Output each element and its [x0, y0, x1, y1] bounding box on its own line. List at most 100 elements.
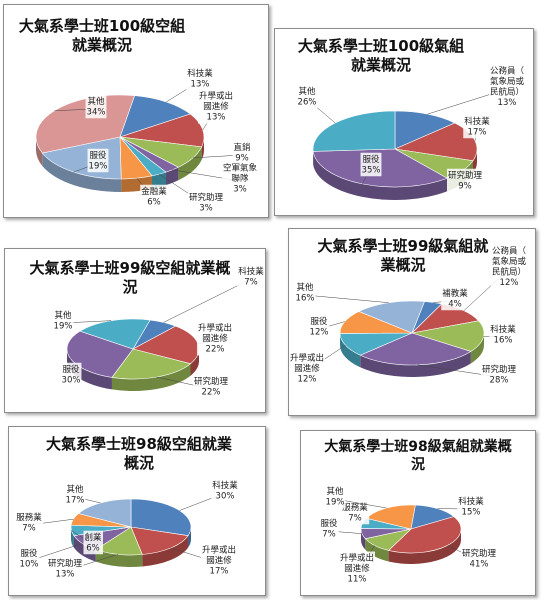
slice-label: 其他 19%	[326, 486, 345, 508]
slice-label-background	[463, 114, 492, 139]
slice-label: 科技業 16%	[490, 324, 516, 346]
slice-label: 其他 17%	[66, 484, 85, 506]
chart-title: 大氣系學士班100級空組就業概況	[18, 17, 186, 54]
slice-label-background	[446, 168, 484, 193]
pie-slice	[312, 110, 396, 152]
chart-panel-100-air: 科技業 13% 升學或出國進修 13% 直銷 9% 空軍氣象聯隊 3% 研究助理 3% 金融業 6% 服…	[3, 4, 269, 218]
pie-slice	[66, 330, 134, 378]
slice-label-background	[237, 264, 265, 289]
pie-chart-100-weather: 公務員（氣象局或民航局） 13%科技業 17% 研究助理 9% 服役 35% 其他 26%	[296, 64, 526, 201]
slice-label-background	[296, 84, 318, 109]
slice-label-background	[46, 556, 84, 581]
slice-label: 服役 35%	[362, 154, 381, 176]
pie-slice-side	[470, 333, 484, 364]
slice-label-background	[289, 351, 326, 386]
slice-label-background	[480, 362, 518, 387]
slice-label-background	[319, 516, 339, 541]
chart-title: 大氣系學士班99級空組就業概況	[29, 259, 231, 296]
pie-chart-98-weather: 科技業 15% 研究助理 41% 升學或出國進修 11%服役 7%服務業 7%其他 19%	[319, 484, 498, 586]
pie-slice-side	[388, 529, 461, 564]
chart-title: 大氣系學士班98級氣組就業概況	[324, 439, 512, 473]
slice-label-background	[186, 66, 215, 91]
slice-label-background	[64, 482, 86, 507]
slice-label: 服役 10%	[20, 548, 39, 570]
slice-label-background	[232, 140, 252, 165]
pie-slice	[119, 113, 205, 148]
pie-slice	[77, 498, 132, 528]
slice-label: 研究助理 13%	[48, 558, 83, 580]
slice-label-background	[441, 286, 470, 311]
slice-label: 研究助理 22%	[194, 376, 229, 398]
chart-title: 大氣系學士班98級空組就業概況	[46, 435, 232, 472]
pie-slice-side	[95, 549, 143, 567]
slice-label-background	[85, 94, 107, 119]
pie-slice-side	[340, 333, 361, 368]
slice-label: 研究助理 9%	[448, 170, 483, 192]
pie-slice	[119, 95, 191, 138]
slice-label-background	[192, 374, 230, 399]
chart-panel-99-air: 科技業 7% 升學或出國進修 22% 研究助理 22% 服役 30% 其他 19% 大氣系學士班9…	[4, 248, 266, 413]
slice-label: 科技業 30%	[212, 480, 238, 502]
slice-label: 補教業 4%	[442, 288, 468, 310]
slice-label-background	[294, 280, 316, 305]
pie-slice	[130, 526, 189, 555]
chart-panel-98-weather: 科技業 15% 研究助理 41% 升學或出國進修 11% 服役 7% 服務業 7% 其他 19% 大氣…	[300, 430, 536, 596]
pie-slice-side	[313, 151, 448, 201]
pie-slice	[35, 94, 135, 154]
slice-label-background	[200, 543, 238, 578]
slice-label-background	[196, 321, 234, 356]
slice-label: 其他 26%	[298, 86, 317, 108]
slice-label: 其他 34%	[87, 96, 106, 118]
pie-slice	[394, 110, 456, 150]
slice-label: 創業 6%	[84, 532, 102, 554]
slice-label: 其他 16%	[296, 282, 315, 304]
pie-chart-98-air: 科技業 30% 升學或出國進修 17% 研究助理 13% 服役 10% 創業 6% 服務業 7% 其他 1…	[15, 478, 240, 581]
slice-label: 科技業 15%	[458, 496, 484, 518]
chart-panel-98-air: 科技業 30% 升學或出國進修 17% 研究助理 13% 服役 10% 創業 6% 服務業 7% 其他 1…	[8, 426, 266, 596]
slice-label-background	[87, 148, 109, 173]
slice-label: 金融業 6%	[141, 186, 167, 208]
pie-slice	[359, 332, 472, 366]
slice-label-background	[460, 546, 498, 571]
slice-label-background	[338, 551, 376, 586]
slice-label: 研究助理 41%	[462, 548, 497, 570]
slice-label-background	[211, 478, 240, 503]
pie-slice-side	[36, 137, 43, 167]
slice-label-background	[15, 510, 44, 535]
pie-chart-99-weather: 補教業 4% 公務員（氣象局或民航局） 12% 科技業 16% 研究助理 28% 升學或出國進修…	[289, 244, 528, 387]
slice-label: 升學或出國進修 11%	[340, 553, 374, 585]
slice-label: 升學或出國進修 13%	[199, 91, 233, 123]
leader-line	[163, 278, 252, 323]
pie-slice-side	[42, 153, 122, 192]
slice-label: 服役 19%	[89, 150, 108, 172]
slice-label-background	[140, 184, 169, 209]
slice-label: 服役 7%	[320, 518, 338, 540]
slice-label: 公務員（氣象局或民航局） 13%	[490, 65, 525, 108]
slice-label: 空軍氣象聯隊 3%	[223, 163, 258, 195]
slice-label-background	[18, 546, 40, 571]
pie-slice-side	[190, 349, 199, 376]
leader-line	[304, 294, 389, 303]
pie-slice-side	[360, 351, 471, 377]
pie-chart-100-air: 科技業 13%升學或出國進修 13% 直銷 9%空軍氣象聯隊 3%研究助理 3% 金融業 6% 服…	[35, 66, 259, 215]
slice-label-background	[489, 322, 518, 347]
chart-panel-99-weather: 補教業 4% 公務員（氣象局或民航局） 12% 科技業 16% 研究助理 28% 升學或出國進修…	[288, 228, 536, 416]
pie-slice	[411, 320, 485, 352]
pie-slice	[393, 122, 478, 162]
slice-label: 升學或出國進修 17%	[202, 545, 236, 577]
pie-slice-side	[365, 538, 389, 562]
slice-label-background	[221, 161, 259, 196]
slice-label-background	[83, 530, 103, 555]
pie-slice-side	[67, 349, 112, 390]
slice-label-background	[60, 362, 82, 387]
slice-label-background	[52, 308, 74, 333]
slice-label: 研究助理 3%	[189, 192, 224, 214]
slice-label: 服務業 7%	[16, 512, 42, 534]
slice-label: 研究助理 28%	[482, 364, 517, 386]
slice-label: 服役 30%	[62, 364, 81, 386]
pie-slice-side	[142, 535, 189, 567]
slice-label-background	[187, 190, 225, 215]
slice-label: 其他 19%	[54, 310, 73, 332]
pie-slice	[130, 498, 192, 536]
slice-label: 公務員（氣象局或民航局） 12%	[492, 245, 527, 288]
